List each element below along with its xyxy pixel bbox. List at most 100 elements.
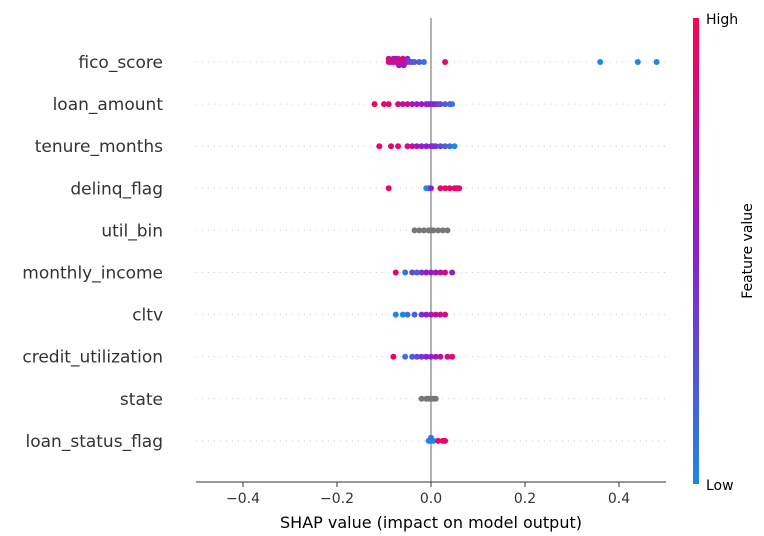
shap-point	[442, 59, 449, 65]
shap-point	[439, 227, 446, 234]
feature-label: loan_status_flag	[26, 432, 163, 452]
shap-point	[428, 353, 434, 360]
shap-point	[388, 143, 395, 150]
shap-point	[444, 353, 451, 360]
colorbar-high-label: High	[706, 12, 738, 28]
shap-point	[409, 143, 416, 150]
shap-point	[430, 227, 437, 234]
shap-point	[437, 143, 444, 150]
shap-point	[390, 353, 397, 360]
shap-point	[456, 185, 463, 192]
shap-point	[442, 311, 449, 318]
feature-label: state	[120, 390, 163, 410]
feature-label: monthly_income	[22, 264, 163, 284]
shap-point	[392, 311, 399, 318]
shap-point	[446, 143, 453, 150]
x-tick-label: −0.2	[320, 491, 354, 507]
shap-point	[432, 395, 439, 402]
shap-point	[416, 59, 423, 65]
shap-point	[392, 269, 399, 276]
shap-point	[411, 59, 418, 65]
shap-point	[442, 185, 449, 192]
shap-point	[428, 311, 434, 318]
shap-point	[442, 269, 449, 276]
shap-point	[411, 227, 418, 234]
shap-point	[444, 227, 451, 234]
x-ticks: −0.4 −0.2 0.0 0.2 0.4	[226, 482, 630, 507]
shap-point	[423, 311, 430, 318]
shap-point	[371, 101, 378, 108]
shap-point	[423, 353, 430, 360]
feature-label: cltv	[132, 306, 163, 326]
feature-label: credit_utilization	[22, 348, 163, 368]
shap-point	[418, 101, 425, 108]
shap-point	[416, 227, 423, 234]
shap-point	[381, 101, 387, 108]
shap-point	[418, 311, 425, 318]
shap-point	[385, 185, 392, 192]
shap-point	[409, 353, 416, 360]
shap-point	[449, 353, 456, 360]
shap-point	[423, 143, 430, 150]
shap-point	[653, 59, 660, 65]
feature-rows: fico_score loan_amount tenure_monthsdelinq…	[22, 53, 666, 452]
shap-point	[432, 311, 439, 318]
shap-point	[399, 101, 406, 108]
shap-point	[385, 101, 392, 108]
shap-point	[404, 101, 411, 108]
shap-point	[404, 311, 411, 318]
feature-label: delinq_flag	[70, 179, 163, 199]
shap-point	[413, 353, 420, 360]
shap-point	[409, 101, 416, 108]
colorbar-low-label: Low	[706, 478, 734, 494]
shap-point	[432, 143, 439, 150]
colorbar	[693, 18, 699, 484]
shap-point	[435, 227, 442, 234]
shap-point	[420, 227, 427, 234]
shap-point	[413, 269, 420, 276]
shap-point	[432, 353, 439, 360]
shap-point	[437, 101, 444, 108]
shap-point	[411, 311, 418, 318]
x-tick-label: 0.0	[420, 491, 442, 507]
shap-point	[430, 437, 437, 444]
shap-point	[437, 311, 444, 318]
shap-point	[395, 101, 402, 108]
feature-label: fico_score	[78, 53, 163, 73]
shap-point	[413, 101, 420, 108]
shap-point	[402, 269, 409, 276]
shap-points	[371, 55, 660, 444]
shap-point	[376, 143, 383, 150]
shap-point	[437, 353, 444, 360]
shap-point	[399, 311, 406, 318]
shap-point	[432, 269, 439, 276]
shap-point	[395, 143, 402, 150]
shap-point	[451, 143, 458, 150]
shap-point	[597, 59, 604, 65]
shap-point	[409, 269, 416, 276]
shap-point	[420, 59, 427, 65]
shap-point	[442, 101, 449, 108]
feature-label: loan_amount	[53, 95, 164, 115]
x-tick-label: 0.2	[514, 491, 536, 507]
shap-point	[442, 143, 449, 150]
shap-point	[418, 143, 425, 150]
shap-point	[634, 59, 641, 65]
shap-point	[428, 269, 434, 276]
x-axis-label: SHAP value (impact on model output)	[280, 513, 582, 532]
x-tick-label: 0.4	[608, 491, 630, 507]
shap-point	[404, 143, 411, 150]
shap-point	[423, 269, 430, 276]
shap-point	[413, 143, 420, 150]
shap-point	[418, 395, 425, 402]
shap-point	[418, 269, 425, 276]
shap-point	[449, 269, 456, 276]
shap-point	[428, 185, 434, 192]
colorbar-title: Feature value	[740, 203, 756, 299]
shap-point	[449, 101, 456, 108]
feature-label: util_bin	[101, 221, 163, 241]
shap-point	[418, 353, 425, 360]
shap-point	[442, 437, 449, 444]
shap-point	[437, 185, 444, 192]
